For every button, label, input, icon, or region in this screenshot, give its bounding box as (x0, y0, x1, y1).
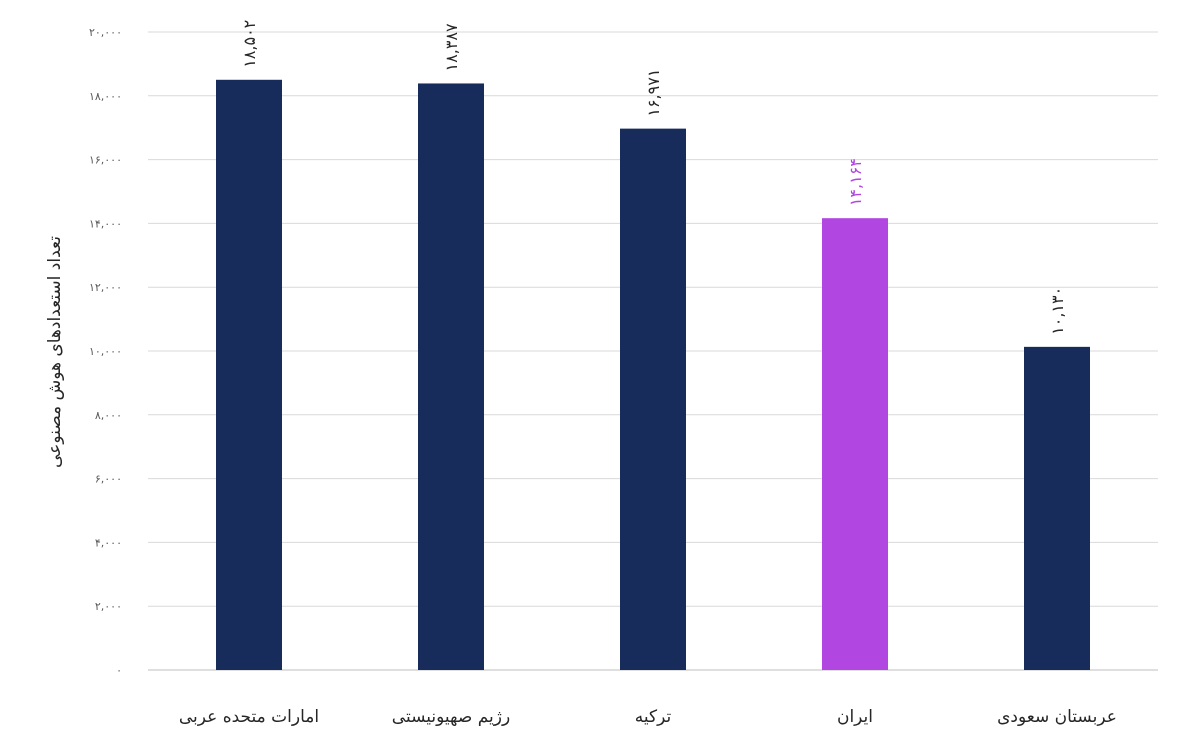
x-tick-label: امارات متحده عربی (179, 707, 319, 727)
y-tick-label: ۱۸,۰۰۰ (89, 90, 122, 103)
y-tick-label: ۰ (116, 664, 122, 677)
data-label: ۱۰,۱۳۰ (1048, 287, 1067, 335)
bar (418, 83, 484, 670)
x-tick-label: ایران (837, 707, 873, 727)
y-tick-label: ۲,۰۰۰ (95, 600, 122, 613)
x-tick-label: ترکیه (635, 707, 672, 727)
y-tick-label: ۱۶,۰۰۰ (89, 154, 122, 167)
y-axis-title: تعداد استعدادهای هوش مصنوعی (45, 236, 65, 468)
y-tick-label: ۲۰,۰۰۰ (89, 26, 122, 39)
y-tick-label: ۱۴,۰۰۰ (89, 217, 122, 230)
y-tick-label: ۱۰,۰۰۰ (89, 345, 122, 358)
data-label: ۱۴,۱۶۴ (846, 158, 865, 206)
bar (216, 79, 282, 671)
x-tick-label: رژیم صهیونیستی (392, 707, 510, 727)
data-label: ۱۶,۹۷۱ (644, 69, 663, 117)
y-axis-ticks: ۰ ۲,۰۰۰ ۴,۰۰۰ ۶,۰۰۰ ۸,۰۰۰ ۱۰,۰۰۰ ۱۲,۰۰۰ ۱۴,۰۰۰ ۱… (89, 26, 122, 677)
x-axis-ticks: امارات متحده عربی رژیم صهیونیستی ترکیه ایرا… (179, 707, 1117, 727)
bar (1024, 346, 1090, 670)
y-tick-label: ۴,۰۰۰ (95, 536, 122, 549)
data-labels: ۱۸,۵۰۲ ۱۸,۳۸۷ ۱۶,۹۷۱ ۱۴,۱۶۴ ۱۰,۱۳۰ (240, 20, 1067, 335)
y-tick-label: ۸,۰۰۰ (95, 409, 122, 422)
bars (216, 79, 1090, 671)
bar (620, 128, 686, 670)
y-tick-label: ۱۲,۰۰۰ (89, 281, 122, 294)
x-tick-label: عربستان سعودی (997, 707, 1117, 727)
y-tick-label: ۶,۰۰۰ (95, 473, 122, 486)
data-label: ۱۸,۳۸۷ (442, 23, 461, 71)
data-label: ۱۸,۵۰۲ (240, 20, 259, 68)
bar (822, 218, 888, 670)
